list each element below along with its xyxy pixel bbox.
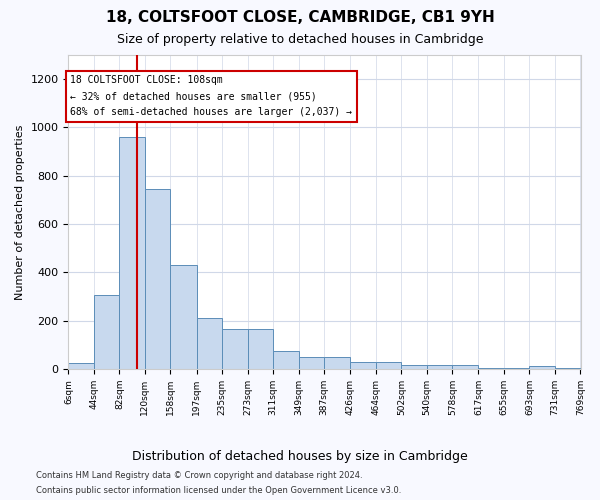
Bar: [324, 358, 350, 369]
Bar: [248, 329, 273, 369]
Text: Contains HM Land Registry data © Crown copyright and database right 2024.: Contains HM Land Registry data © Crown c…: [36, 471, 362, 480]
Bar: [145, 190, 170, 369]
Bar: [401, 364, 427, 369]
Text: Size of property relative to detached houses in Cambridge: Size of property relative to detached ho…: [117, 32, 483, 46]
Text: Contains public sector information licensed under the Open Government Licence v3: Contains public sector information licen…: [36, 486, 401, 495]
Text: 18, COLTSFOOT CLOSE, CAMBRIDGE, CB1 9YH: 18, COLTSFOOT CLOSE, CAMBRIDGE, CB1 9YH: [106, 10, 494, 25]
Bar: [427, 364, 452, 369]
Bar: [555, 368, 581, 369]
Bar: [170, 265, 197, 369]
Bar: [504, 368, 529, 369]
Bar: [94, 296, 119, 369]
Bar: [452, 364, 478, 369]
Bar: [299, 358, 324, 369]
Bar: [273, 351, 299, 369]
Bar: [478, 368, 504, 369]
Bar: [68, 363, 94, 369]
Bar: [350, 362, 376, 369]
Bar: [119, 137, 145, 369]
Bar: [222, 329, 248, 369]
Bar: [529, 366, 555, 369]
Text: 18 COLTSFOOT CLOSE: 108sqm
← 32% of detached houses are smaller (955)
68% of sem: 18 COLTSFOOT CLOSE: 108sqm ← 32% of deta…: [70, 76, 352, 116]
Bar: [197, 318, 222, 369]
Text: Distribution of detached houses by size in Cambridge: Distribution of detached houses by size …: [132, 450, 468, 463]
Bar: [376, 362, 401, 369]
Y-axis label: Number of detached properties: Number of detached properties: [15, 124, 25, 300]
